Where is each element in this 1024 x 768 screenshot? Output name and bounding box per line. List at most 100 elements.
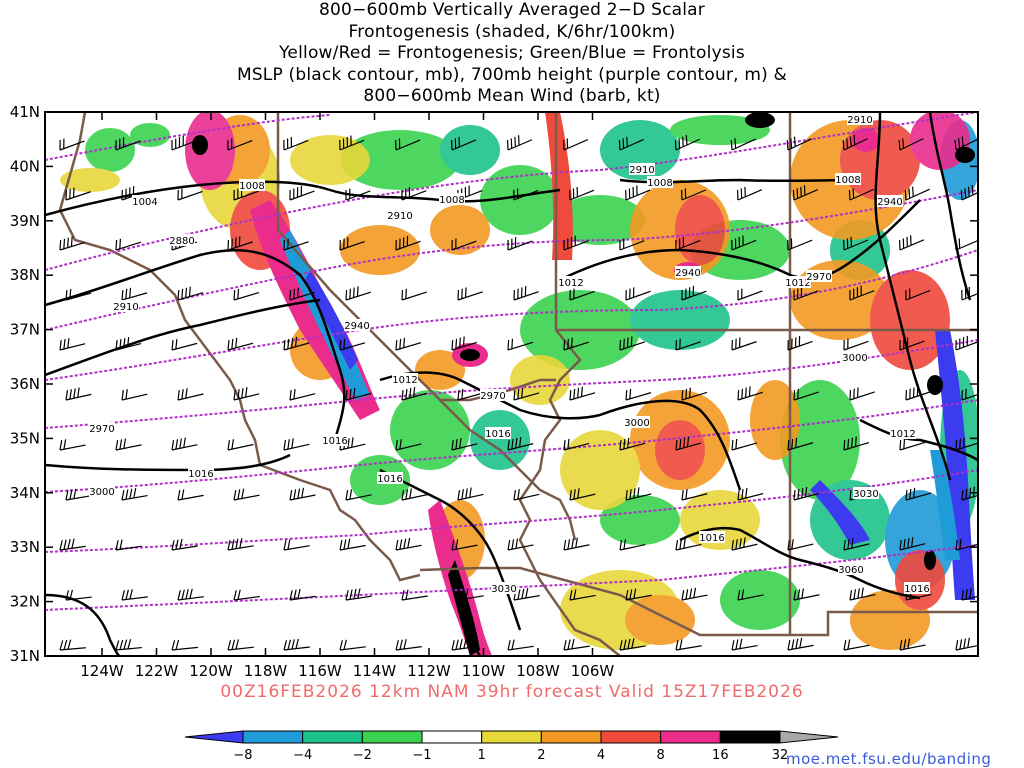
wind-barb-flag [59,440,63,451]
wind-barb-flag [123,438,127,449]
height-label-bg [169,234,195,246]
wind-barb-flag [801,588,805,599]
wind-barb-flag [349,388,352,400]
wind-barb-flag [353,588,357,599]
wind-barb-flag [851,437,853,448]
wind-barb-flag [903,639,907,650]
wind-barb-flag [745,387,747,398]
wind-barb-flag [451,640,455,651]
mslp-label-bg [322,434,348,446]
wind-barb-flag [904,189,907,201]
wind-barb-flag [291,639,295,650]
wind-barb-flag [853,589,857,600]
wind-barb-flag [741,589,745,600]
mslp-label-bg [890,427,916,439]
lon-label: 114W [353,662,397,680]
wind-barb-flag [283,440,287,451]
lat-label: 38N [10,266,40,284]
wind-barb-flag [405,489,409,500]
wind-barb-flag [507,439,510,451]
wind-barb-flag [741,388,744,399]
wind-barb-flag [849,489,852,501]
wind-barb-flag [231,338,234,350]
height-label-bg [877,195,903,207]
wind-barb-flag [171,540,175,551]
mslp-label: 1012 [890,429,915,440]
wind-barb-flag [911,537,914,548]
wind-barb-flag [121,490,125,501]
wind-barb-flag [227,540,231,551]
wind-barb-flag [567,539,571,550]
wind-barb-flag [515,538,519,549]
wind-barb-flag [457,590,461,601]
wind-barb-flag [463,638,467,649]
colorbar-label: −8 [233,748,252,763]
lat-label: 36N [10,375,40,393]
wind-barb-flag [177,490,181,501]
wind-barb-flag [189,588,193,599]
wind-barb-flag [519,437,522,448]
wind-barb-flag [461,589,465,600]
wind-barb-flag [908,188,911,199]
wind-barb-flag [125,288,128,299]
wind-barb-flag [689,588,693,599]
wind-barb-flag [409,387,412,399]
wind-barb-flag [235,538,239,549]
wind-barb-flag [407,537,411,548]
wind-barb-flag [577,488,580,499]
wind-barb-flag [797,388,799,399]
wind-barb-flag [469,487,472,498]
wind-barb-flag [177,590,181,601]
wind-barb-flag [854,436,857,447]
wind-barb-flag [63,339,66,350]
wind-barb-flag [967,637,970,648]
wind-barb-flag [571,538,575,549]
wind-barb-flag [347,538,351,549]
wind-barb-flag [171,640,176,651]
wind-barb-flag [517,589,521,600]
wind-barb-flag [127,639,132,650]
colorbar-label: −4 [293,748,312,763]
wind-barb-flag [674,139,677,151]
height-label: 2910 [847,115,872,126]
wind-barb-flag [623,438,626,450]
wind-barb-flag [731,439,734,451]
colorbar-segment [421,730,483,744]
wind-barb-flag [803,185,806,196]
wind-barb-flag [861,587,864,598]
wind-barb-flag [227,339,230,351]
wind-barb-flag [403,538,407,549]
credit-link[interactable]: moe.met.fsu.edu/banding [786,750,992,768]
wind-barb-flag [115,339,118,351]
colorbar-label: 4 [597,748,605,763]
height-label-bg [806,270,832,282]
lat-label: 34N [10,484,40,502]
wind-barb-flag [629,388,632,399]
wind-barb-flag [339,540,343,551]
wind-barb-flag [119,539,123,550]
lon-label: 122W [135,662,179,680]
wind-barb-flag [791,539,794,550]
wind-barb-flag [567,438,570,450]
mslp-label: 1016 [377,474,402,485]
wind-barb-flag [69,389,72,400]
mslp-label: 1012 [558,278,583,289]
wind-barb-flag [683,538,686,549]
wind-barb-flag [343,338,346,349]
wind-barb-flag [675,640,679,651]
height-label-bg [387,209,413,221]
wind-barb-flag [739,638,743,649]
wind-barb-flag [521,588,525,599]
wind-barb-flag [401,289,404,301]
longitude-labels: 124W 122W 120W 118W 116W 114W 112W 110W 108W 106W [80,662,614,680]
wind-barb-flag [912,186,914,197]
wind-barb-flag [293,489,297,500]
wind-barb-flag [686,436,690,447]
wind-barb-flag [679,639,683,650]
wind-barb-flag [521,387,524,398]
wind-barb-flag [73,388,76,399]
wind-barb-flag [233,590,237,601]
wind-barb-flag [63,539,67,550]
wind-barb-flag [843,640,847,651]
wind-barb-flag [287,439,290,450]
